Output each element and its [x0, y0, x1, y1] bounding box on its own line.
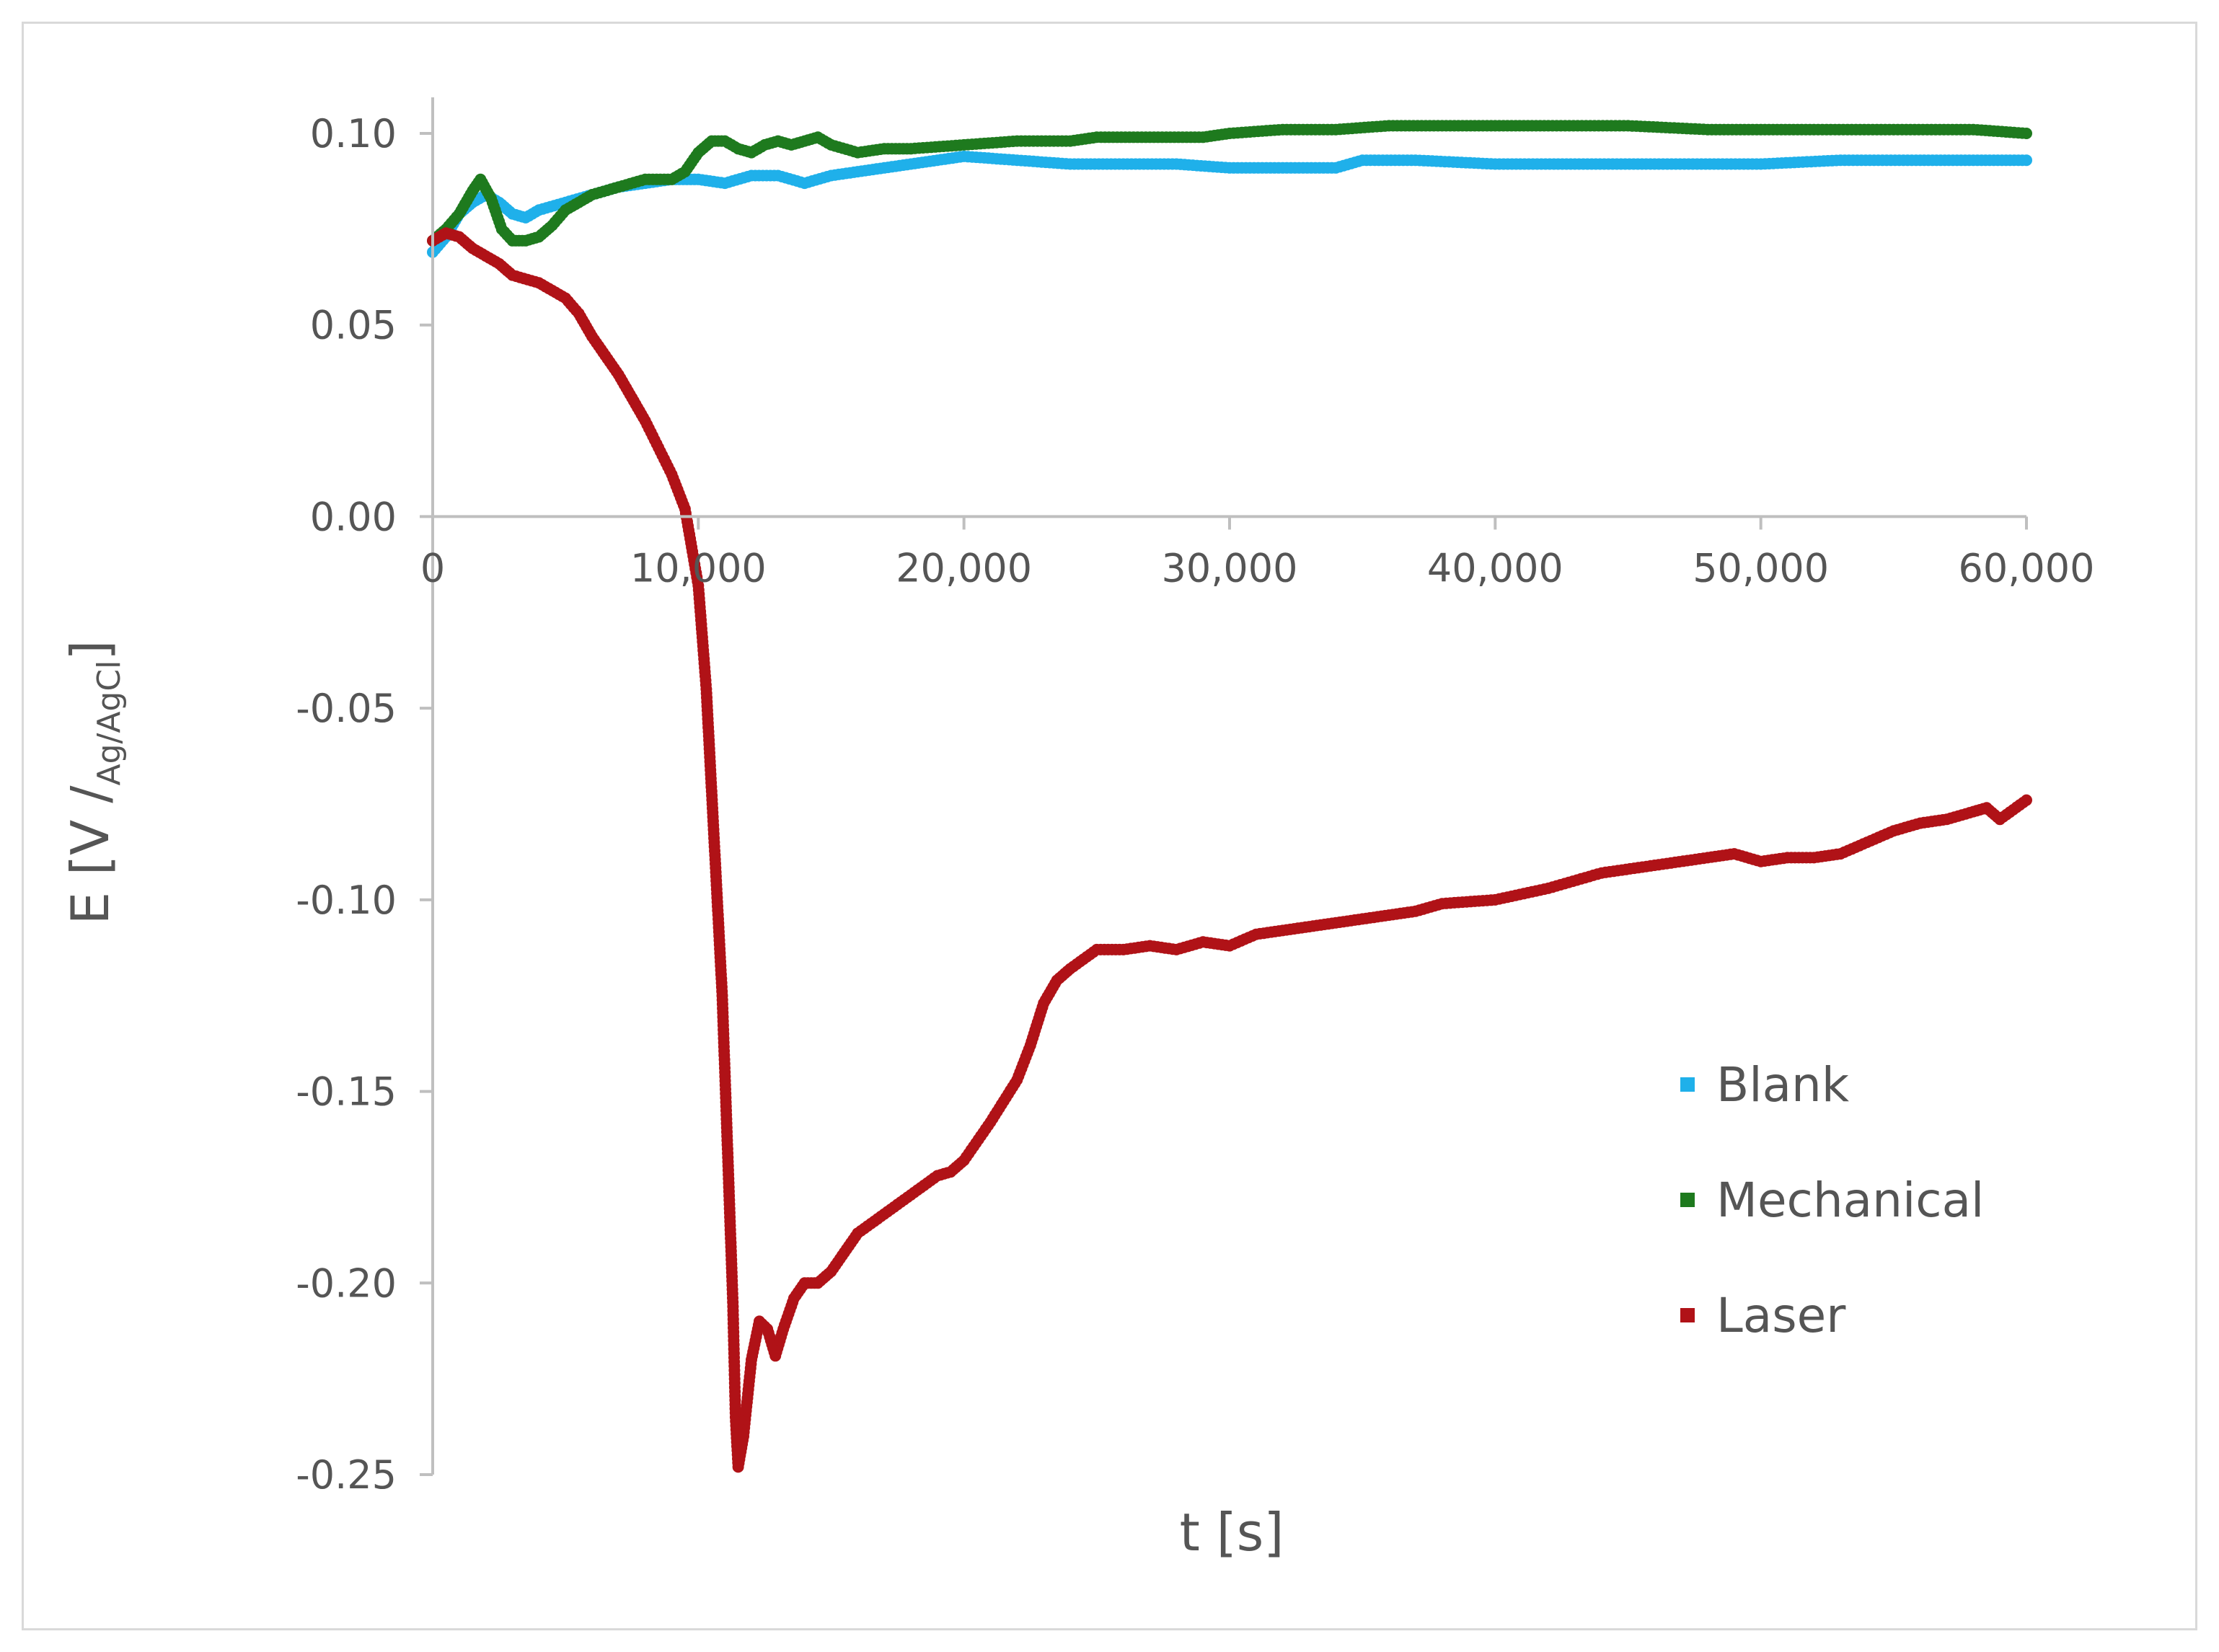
legend-label-laser: Laser	[1716, 1288, 1846, 1343]
y-axis-title: E [V /Ag/AgCl]	[60, 640, 128, 925]
y-tick-label: -0.25	[296, 1452, 397, 1498]
x-tick-label: 30,000	[1162, 545, 1298, 591]
x-tick-label: 40,000	[1427, 545, 1563, 591]
series-mechanical	[427, 120, 2032, 247]
y-axis-title-close: ]	[60, 640, 120, 661]
series-laser	[427, 227, 2032, 1473]
y-tick-label: 0.05	[310, 303, 397, 348]
y-tick-label: 0.00	[310, 494, 397, 539]
x-tick-label: 50,000	[1693, 545, 1829, 591]
y-tick-label: -0.05	[296, 686, 397, 731]
axes-layer: 0.10 0.05 0.00 -0.05 -0.10 -0.15 -0.20 -0.25 0 1…	[296, 97, 2094, 1498]
data-point-blank	[2021, 154, 2032, 167]
legend-marker-laser	[1680, 1308, 1695, 1322]
series-blank	[427, 150, 2032, 258]
y-tick-label: -0.15	[296, 1069, 397, 1115]
y-axis-title-subscript: Ag/AgCl	[91, 661, 128, 786]
legend-marker-mechanical	[1680, 1193, 1695, 1207]
x-ticks: 0 10,000 20,000 30,000 40,000 50,000 60,000	[420, 516, 2095, 591]
y-tick-label: 0.10	[310, 111, 397, 156]
x-axis-title: t [s]	[1180, 1502, 1284, 1563]
x-tick-label: 20,000	[896, 545, 1032, 591]
x-tick-label: 0	[420, 545, 445, 591]
chart-frame	[22, 22, 2197, 1630]
y-ticks: 0.10 0.05 0.00 -0.05 -0.10 -0.15 -0.20 -0.25	[296, 111, 433, 1498]
data-point-laser	[2021, 794, 2032, 806]
data-point-mechanical	[2021, 128, 2032, 139]
legend-label-mechanical: Mechanical	[1716, 1172, 1984, 1228]
legend-label-blank: Blank	[1716, 1057, 1850, 1113]
x-tick-label: 60,000	[1959, 545, 2095, 591]
y-tick-label: -0.20	[296, 1260, 397, 1306]
y-axis-title-main: E [V /	[60, 785, 120, 925]
legend-marker-blank	[1680, 1077, 1695, 1092]
legend: Blank Mechanical Laser	[1680, 1057, 1984, 1343]
x-tick-label: 10,000	[630, 545, 767, 591]
y-tick-label: -0.10	[296, 878, 397, 923]
series-layer	[427, 120, 2032, 1473]
